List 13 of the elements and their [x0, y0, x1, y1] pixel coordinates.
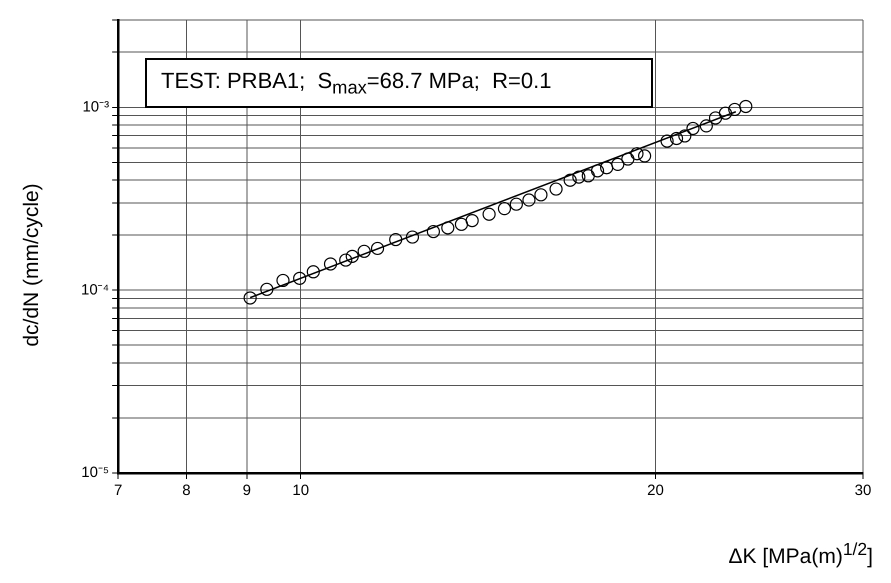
y-tick-label: 10⁻⁴: [80, 281, 110, 298]
note-box: TEST: PRBA1; S$_{max}$=68.7 MPa; R=0.1: [145, 58, 653, 108]
y-axis-title: dc/dN (mm/cycle): [20, 183, 44, 347]
x-tick-label: 9: [242, 482, 251, 500]
x-tick-label: 20: [647, 482, 664, 500]
annotation: TEST: PRBA1; S$_{max}$=68.7 MPa; R=0.1: [161, 68, 552, 98]
y-tick-label: 10⁻⁵: [81, 464, 110, 482]
x-tick-label: 8: [182, 482, 191, 500]
x-tick-label: 10: [292, 482, 310, 500]
x-tick-label: 30: [854, 482, 872, 500]
y-tick-label: 10⁻³: [82, 98, 110, 116]
x-axis-title: ΔK [MPa(m)$^{1/2}$]: [728, 539, 873, 569]
x-tick-label: 7: [114, 482, 122, 500]
